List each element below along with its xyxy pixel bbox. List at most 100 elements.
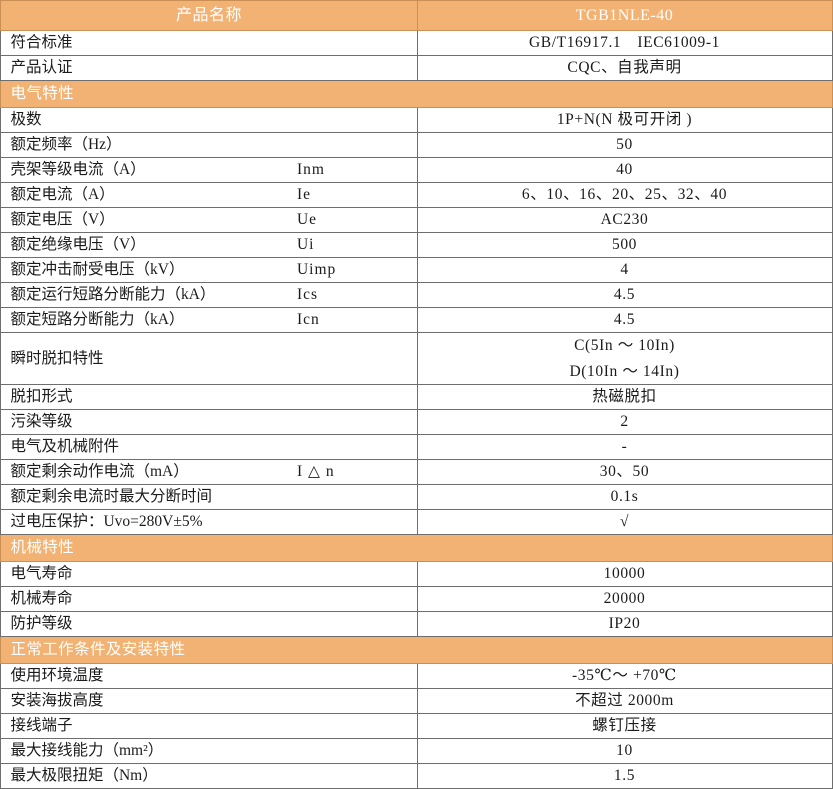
row-value: 1P+N(N 极可开闭 ): [416, 107, 833, 133]
row-label: 最大极限扭矩（Nm）: [0, 763, 291, 789]
row-value: 热磁脱扣: [416, 384, 833, 411]
row-label: 额定短路分断能力（kA）: [0, 307, 291, 333]
table-header-row: 产品名称 TGB1NLE-40: [0, 0, 833, 31]
row-symbol: Inm: [290, 157, 418, 183]
row-symbol: [290, 688, 418, 715]
row-symbol: [290, 561, 418, 588]
row-value-line-2: D(10In ～ 14In): [569, 362, 680, 380]
table-row: 接线端子 螺钉压接: [0, 713, 833, 740]
table-row: 额定电流（A） Ie 6、10、16、20、25、32、40: [0, 182, 833, 208]
row-symbol: I △ n: [290, 459, 418, 486]
row-symbol: [290, 384, 418, 411]
row-value: 10000: [416, 561, 833, 588]
row-label: 符合标准: [0, 30, 291, 56]
row-value: 2: [416, 409, 833, 436]
table-row: 电气及机械附件 -: [0, 434, 833, 461]
table-row: 脱扣形式 热磁脱扣: [0, 384, 833, 411]
row-label: 额定电压（V）: [0, 207, 291, 233]
row-label: 防护等级: [0, 611, 291, 638]
header-value-product-model: TGB1NLE-40: [416, 0, 833, 31]
row-label: 接线端子: [0, 713, 291, 740]
row-value: 4.5: [416, 282, 833, 308]
row-symbol: [290, 663, 418, 690]
row-value: -: [416, 434, 833, 461]
row-value: 4.5: [416, 307, 833, 333]
row-value: CQC、自我声明: [416, 55, 833, 81]
row-value: 500: [416, 232, 833, 258]
table-row: 电气寿命 10000: [0, 561, 833, 588]
table-row: 产品认证 CQC、自我声明: [0, 55, 833, 81]
row-symbol: [290, 763, 418, 789]
table-row: 最大极限扭矩（Nm） 1.5: [0, 763, 833, 789]
table-row: 最大接线能力（mm²） 10: [0, 738, 833, 765]
table-row: 过电压保护：Uvo=280V±5% √: [0, 509, 833, 536]
section-header-label: 电气特性: [0, 80, 833, 108]
row-label: 电气及机械附件: [0, 434, 291, 461]
row-value: 30、50: [416, 459, 833, 486]
table-row: 使用环境温度 -35℃～ +70℃: [0, 663, 833, 690]
table-row: 污染等级 2: [0, 409, 833, 436]
row-label: 极数: [0, 107, 291, 133]
row-symbol: Icn: [290, 307, 418, 333]
row-symbol: Ie: [290, 182, 418, 208]
row-value: 10: [416, 738, 833, 765]
row-value: 20000: [416, 586, 833, 613]
row-value: 40: [416, 157, 833, 183]
row-symbol: [290, 30, 418, 56]
row-label: 污染等级: [0, 409, 291, 436]
row-label: 额定频率（Hz）: [0, 132, 291, 158]
row-label: 机械寿命: [0, 586, 291, 613]
row-symbol: [290, 107, 418, 133]
row-symbol: [290, 55, 418, 81]
section-header-row: 电气特性: [0, 80, 833, 108]
row-label: 产品认证: [0, 55, 291, 81]
row-label: 额定冲击耐受电压（kV）: [0, 257, 291, 283]
row-symbol: [290, 484, 418, 511]
table-row: 壳架等级电流（A） Inm 40: [0, 157, 833, 183]
section-header-label: 正常工作条件及安装特性: [0, 636, 833, 665]
row-symbol: [290, 434, 418, 461]
row-symbol: [290, 509, 418, 536]
row-value: AC230: [416, 207, 833, 233]
row-value: √: [416, 509, 833, 536]
row-symbol: [290, 738, 418, 765]
header-label-product-name: 产品名称: [0, 0, 418, 31]
row-value: 1.5: [416, 763, 833, 789]
table-row: 额定剩余动作电流（mA） I △ n 30、50: [0, 459, 833, 486]
row-label: 额定运行短路分断能力（kA）: [0, 282, 291, 308]
row-value: 4: [416, 257, 833, 283]
table-row: 机械寿命 20000: [0, 586, 833, 613]
table-row: 额定绝缘电压（V） Ui 500: [0, 232, 833, 258]
row-symbol: [290, 331, 418, 386]
row-value: 不超过 2000m: [416, 688, 833, 715]
table-row: 极数 1P+N(N 极可开闭 ): [0, 107, 833, 133]
row-value: -35℃～ +70℃: [416, 663, 833, 690]
row-label: 电气寿命: [0, 561, 291, 588]
row-symbol: [290, 713, 418, 740]
row-label: 最大接线能力（mm²）: [0, 738, 291, 765]
table-row: 额定冲击耐受电压（kV） Uimp 4: [0, 257, 833, 283]
row-symbol: Ui: [290, 232, 418, 258]
row-symbol: [290, 409, 418, 436]
row-label: 额定电流（A）: [0, 182, 291, 208]
section-header-label: 机械特性: [0, 534, 833, 563]
row-value-line-1: C(5In ～ 10In): [574, 337, 675, 354]
row-label: 使用环境温度: [0, 663, 291, 690]
row-value: 0.1s: [416, 484, 833, 511]
row-value: IP20: [416, 611, 833, 638]
table-row: 防护等级 IP20: [0, 611, 833, 638]
table-row: 额定剩余电流时最大分断时间 0.1s: [0, 484, 833, 511]
section-header-row: 机械特性: [0, 534, 833, 563]
row-symbol: [290, 611, 418, 638]
table-row: 符合标准 GB/T16917.1 IEC61009-1: [0, 30, 833, 56]
row-label: 脱扣形式: [0, 384, 291, 411]
row-value: 螺钉压接: [416, 713, 833, 740]
table-row: 额定短路分断能力（kA） Icn 4.5: [0, 307, 833, 333]
row-label: 安装海拔高度: [0, 688, 291, 715]
row-symbol: Ue: [290, 207, 418, 233]
row-symbol: Ics: [290, 282, 418, 308]
table-row: 额定电压（V） Ue AC230: [0, 207, 833, 233]
row-symbol: [290, 132, 418, 158]
